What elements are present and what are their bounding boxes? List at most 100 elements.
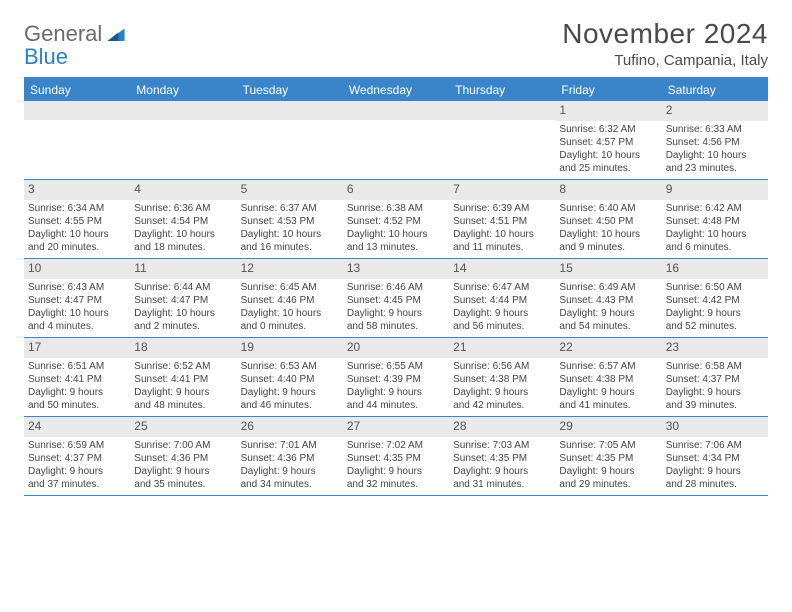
daylight-text: and 42 minutes. [453,399,551,412]
day-number: 13 [343,259,449,279]
day-number: 7 [449,180,555,200]
sunrise-text: Sunrise: 6:39 AM [453,202,551,215]
day-cell: 4Sunrise: 6:36 AMSunset: 4:54 PMDaylight… [130,180,236,258]
daylight-text: Daylight: 9 hours [666,465,764,478]
sunset-text: Sunset: 4:35 PM [559,452,657,465]
day-number: 30 [662,417,768,437]
week-row: 10 Sunrise: 6:43 AM Sunset: 4:47 PM Dayligh… [24,259,768,338]
day-cell: 3 Sunrise: 6:34 AMSunset: 4:55 PMDaylight… [24,180,130,258]
week-row: 17Sunrise: 6:51 AMSunset: 4:41 PMDayligh… [24,338,768,417]
day-cell [237,101,343,179]
sunrise-text: Sunrise: 6:33 AM [666,123,764,136]
sunset-text: Sunset: 4:37 PM [28,452,126,465]
empty-day [24,101,130,120]
daylight-text: and 56 minutes. [453,320,551,333]
month-title: November 2024 [562,18,768,50]
brand-logo: GeneralBlue [24,18,126,68]
day-cell: 9Sunrise: 6:42 AMSunset: 4:48 PMDaylight… [662,180,768,258]
header: GeneralBlue November 2024 Tufino, Campan… [24,18,768,69]
daylight-text: and 13 minutes. [347,241,445,254]
sunset-text: Sunset: 4:53 PM [241,215,339,228]
day-cell: 23Sunrise: 6:58 AMSunset: 4:37 PMDayligh… [662,338,768,416]
day-number: 25 [130,417,236,437]
daylight-text: and 11 minutes. [453,241,551,254]
day-cell: 20Sunrise: 6:55 AMSunset: 4:39 PMDayligh… [343,338,449,416]
sunrise-text: Sunrise: 6:43 AM [28,281,126,294]
daylight-text: Daylight: 9 hours [559,465,657,478]
day-cell: 24Sunrise: 6:59 AMSunset: 4:37 PMDayligh… [24,417,130,495]
daylight-text: Daylight: 9 hours [453,465,551,478]
day-cell [130,101,236,179]
sunset-text: Sunset: 4:36 PM [134,452,232,465]
daylight-text: Daylight: 10 hours [559,149,657,162]
day-cell: 10Sunrise: 6:43 AMSunset: 4:47 PMDayligh… [24,259,130,337]
day-cell: 18Sunrise: 6:52 AMSunset: 4:41 PMDayligh… [130,338,236,416]
sunset-text: Sunset: 4:44 PM [453,294,551,307]
daylight-text: and 50 minutes. [28,399,126,412]
brand-word2: Blue [24,44,68,69]
sunset-text: Sunset: 4:42 PM [666,294,764,307]
sunrise-text: Sunrise: 6:56 AM [453,360,551,373]
sunrise-text: Sunrise: 6:38 AM [347,202,445,215]
day-number: 20 [343,338,449,358]
calendar: Sunday Monday Tuesday Wednesday Thursday… [24,77,768,496]
day-number: 8 [555,180,661,200]
daylight-text: and 54 minutes. [559,320,657,333]
day-cell: 22Sunrise: 6:57 AMSunset: 4:38 PMDayligh… [555,338,661,416]
sunrise-text: Sunrise: 6:49 AM [559,281,657,294]
sunset-text: Sunset: 4:40 PM [241,373,339,386]
daylight-text: Daylight: 9 hours [453,307,551,320]
daylight-text: Daylight: 9 hours [134,465,232,478]
day-number: 9 [662,180,768,200]
sunset-text: Sunset: 4:35 PM [347,452,445,465]
day-number: 10 [24,259,130,279]
day-cell: 16Sunrise: 6:50 AMSunset: 4:42 PMDayligh… [662,259,768,337]
daylight-text: Daylight: 10 hours [28,307,126,320]
sunrise-text: Sunrise: 6:47 AM [453,281,551,294]
daylight-text: and 23 minutes. [666,162,764,175]
sunset-text: Sunset: 4:34 PM [666,452,764,465]
day-number: 23 [662,338,768,358]
day-cell: 30Sunrise: 7:06 AMSunset: 4:34 PMDayligh… [662,417,768,495]
daylight-text: Daylight: 10 hours [28,228,126,241]
daylight-text: and 52 minutes. [666,320,764,333]
sunrise-text: Sunrise: 7:03 AM [453,439,551,452]
sunset-text: Sunset: 4:43 PM [559,294,657,307]
daylight-text: Daylight: 9 hours [134,386,232,399]
day-cell: 11Sunrise: 6:44 AMSunset: 4:47 PMDayligh… [130,259,236,337]
daylight-text: Daylight: 9 hours [666,386,764,399]
day-number: 18 [130,338,236,358]
daylight-text: Daylight: 9 hours [28,465,126,478]
daylight-text: Daylight: 10 hours [453,228,551,241]
day-number: 29 [555,417,661,437]
day-cell: 8Sunrise: 6:40 AMSunset: 4:50 PMDaylight… [555,180,661,258]
daylight-text: Daylight: 9 hours [666,307,764,320]
sunset-text: Sunset: 4:41 PM [134,373,232,386]
sunset-text: Sunset: 4:47 PM [134,294,232,307]
sunset-text: Sunset: 4:54 PM [134,215,232,228]
sunset-text: Sunset: 4:41 PM [28,373,126,386]
sunset-text: Sunset: 4:55 PM [28,215,126,228]
sunrise-text: Sunrise: 6:34 AM [28,202,126,215]
day-number: 12 [237,259,343,279]
daylight-text: and 18 minutes. [134,241,232,254]
sunrise-text: Sunrise: 6:57 AM [559,360,657,373]
day-cell: 21Sunrise: 6:56 AMSunset: 4:38 PMDayligh… [449,338,555,416]
dow-sunday: Sunday [24,79,130,101]
dow-friday: Friday [555,79,661,101]
day-cell: 7Sunrise: 6:39 AMSunset: 4:51 PMDaylight… [449,180,555,258]
sunrise-text: Sunrise: 6:51 AM [28,360,126,373]
daylight-text: Daylight: 9 hours [347,386,445,399]
day-number: 14 [449,259,555,279]
daylight-text: Daylight: 10 hours [666,149,764,162]
day-number: 3 [24,180,130,200]
day-cell: 25Sunrise: 7:00 AMSunset: 4:36 PMDayligh… [130,417,236,495]
day-cell [24,101,130,179]
sunrise-text: Sunrise: 6:46 AM [347,281,445,294]
daylight-text: and 0 minutes. [241,320,339,333]
day-number: 1 [555,101,661,121]
sunset-text: Sunset: 4:50 PM [559,215,657,228]
sunrise-text: Sunrise: 6:50 AM [666,281,764,294]
daylight-text: and 25 minutes. [559,162,657,175]
sunrise-text: Sunrise: 6:42 AM [666,202,764,215]
